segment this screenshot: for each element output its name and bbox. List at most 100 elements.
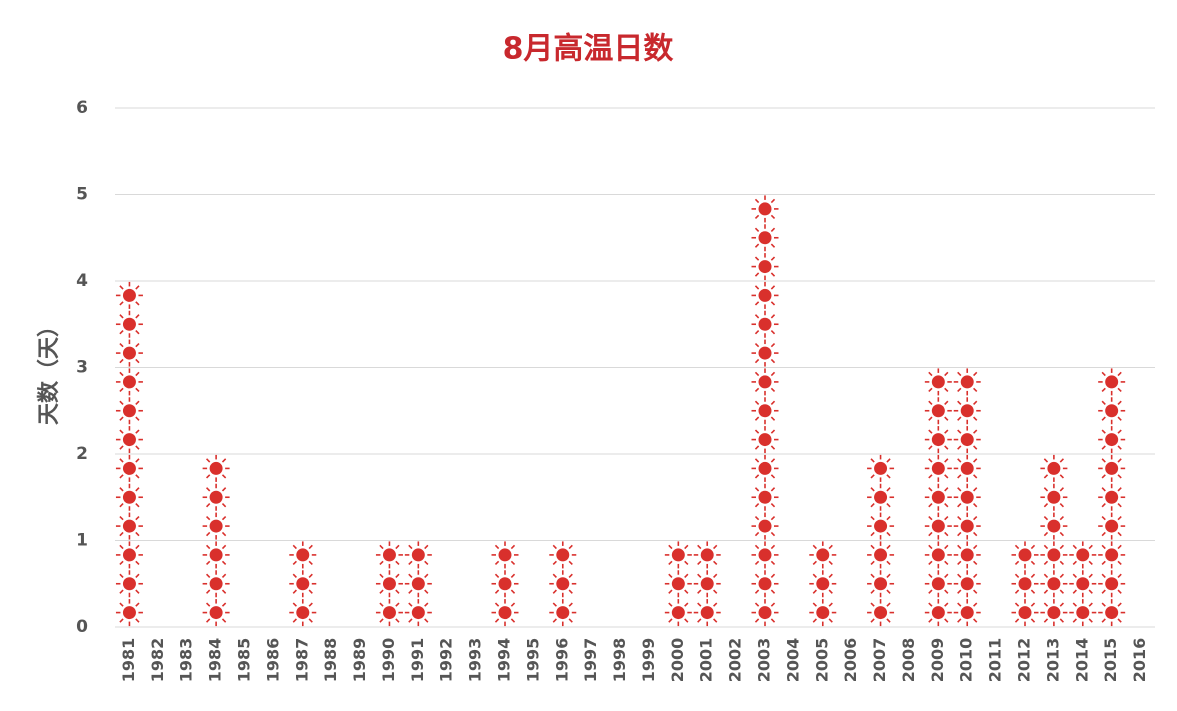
sun-core [960,404,974,418]
sun-ray [754,400,760,405]
sun-ray [205,560,211,566]
sun-ray [1088,602,1093,607]
sun-icon [924,512,952,540]
sun-ray [119,503,124,508]
sun-ray [754,474,760,479]
icon-column [693,541,721,627]
sun-icon [953,426,981,454]
sun-ray [973,387,978,393]
sun-ray [770,400,776,405]
sun-ray [886,589,891,594]
sun-core [671,548,685,562]
sun-icon [924,570,952,598]
sun-ray [754,487,760,492]
sun-ray [494,602,500,607]
sun-core [122,433,136,447]
chart-title: 8月高温日数 [503,32,675,67]
sun-ray [379,618,384,623]
sun-icon [1069,599,1097,627]
sun-ray [292,618,297,623]
sun-ray [928,416,933,421]
sun-core [758,375,772,389]
sun-ray [870,474,875,479]
sun-ray [886,531,891,537]
sun-core [960,577,974,591]
sun-ray [424,602,429,607]
sun-ray [770,358,776,364]
sun-ray [944,416,949,421]
y-tick-label: 0 [76,617,88,637]
sun-ray [770,602,776,607]
x-tick-label: 2015 [1101,638,1120,683]
sun-icon [751,541,779,569]
sun-ray [957,573,962,578]
sun-ray [119,515,124,521]
sun-ray [886,560,891,566]
sun-core [498,606,512,620]
sun-core [758,260,772,274]
sun-ray [1014,573,1020,578]
sun-core [816,606,830,620]
sun-ray [1043,515,1049,521]
sun-ray [221,487,227,492]
sun-core [122,461,136,475]
sun-ray [119,314,124,319]
sun-ray [944,560,949,566]
sun-ray [973,618,978,623]
sun-ray [1101,445,1106,450]
sun-ray [928,400,933,405]
sun-icon [809,541,837,569]
sun-ray [1101,487,1106,492]
sun-icon [1098,541,1126,569]
sun-ray [754,602,760,607]
x-tick-label: 2016 [1130,638,1149,683]
sun-ray [1014,589,1020,594]
sun-ray [770,301,776,306]
sun-ray [973,573,978,578]
sun-ray [944,531,949,537]
sun-icon [953,512,981,540]
sun-ray [292,589,297,594]
sun-icon [1098,397,1126,425]
sun-ray [754,458,760,463]
sun-ray [754,256,760,261]
sun-ray [957,515,962,521]
sun-icon [751,599,779,627]
x-tick-label: 2000 [668,638,687,683]
sun-ray [870,531,875,537]
sun-ray [957,531,962,537]
sun-ray [870,618,875,623]
sun-ray [1117,573,1122,578]
x-tick-label: 1991 [408,638,427,683]
sun-icon [809,570,837,598]
sun-ray [308,618,313,623]
sun-icon [953,483,981,511]
sun-ray [973,531,978,537]
sun-ray [973,544,978,550]
sun-core [1018,577,1032,591]
sun-ray [973,458,978,463]
sun-ray [928,544,933,550]
sun-icon [375,570,403,598]
sun-ray [754,314,760,319]
sun-ray [379,573,384,578]
sun-ray [135,458,140,463]
sun-icon [115,368,143,396]
sun-ray [957,544,962,550]
sun-icon [664,570,692,598]
sun-ray [1030,589,1036,594]
sun-icon [751,281,779,309]
sun-ray [205,618,211,623]
sun-icon [867,483,895,511]
sun-icon [693,541,721,569]
sun-ray [754,214,760,220]
sun-core [700,548,714,562]
sun-icon [867,541,895,569]
sun-icon [549,599,577,627]
sun-icon [1011,570,1039,598]
sun-ray [697,544,702,550]
sun-ray [828,544,833,550]
sun-ray [770,544,776,550]
sun-ray [973,503,978,508]
sun-ray [1101,544,1106,550]
